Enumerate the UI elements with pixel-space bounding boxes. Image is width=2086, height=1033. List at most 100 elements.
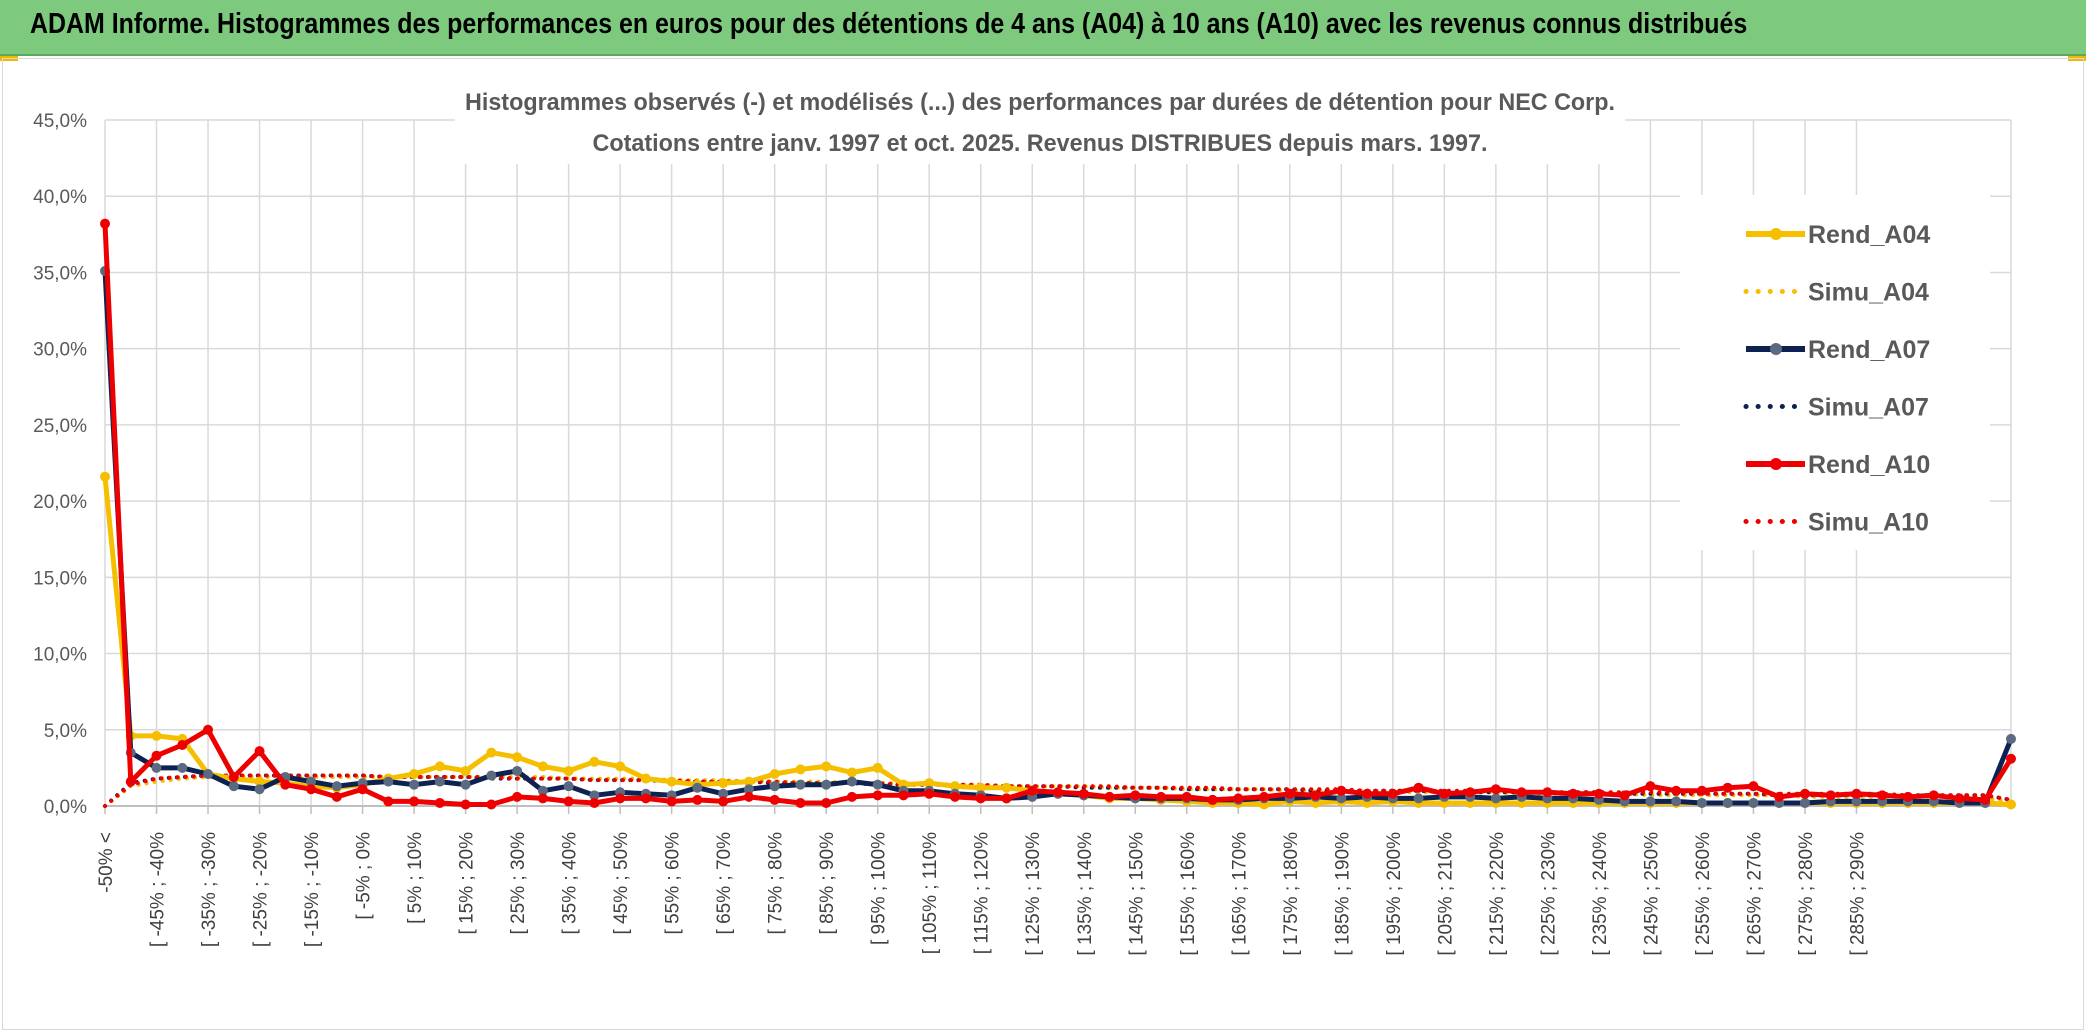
x-tick-label: [ 285% ; 290% (1847, 832, 1868, 956)
data-point (1078, 788, 1089, 799)
data-point (1207, 794, 1218, 805)
data-point (306, 784, 317, 795)
data-point (254, 746, 265, 757)
data-point (846, 767, 857, 778)
data-point (1877, 790, 1888, 801)
y-tick-label: 15,0% (33, 568, 87, 589)
data-point (1516, 787, 1527, 798)
data-point (589, 797, 600, 808)
x-tick-label: [ 5% ; 10% (405, 832, 426, 924)
x-tick-label: [ -15% ; -10% (302, 832, 323, 947)
data-point (151, 750, 162, 761)
data-point (512, 765, 523, 776)
y-tick-label: 5,0% (44, 721, 87, 742)
x-tick-label: [ 135% ; 140% (1075, 832, 1096, 956)
data-point (769, 768, 780, 779)
x-tick-label: [ 145% ; 150% (1126, 832, 1147, 956)
data-point (846, 791, 857, 802)
data-point (795, 779, 806, 790)
data-point (1542, 787, 1553, 798)
data-point (1799, 788, 1810, 799)
data-point (615, 761, 626, 772)
data-point (1568, 788, 1579, 799)
data-point (1671, 796, 1682, 807)
data-point (486, 799, 497, 810)
legend-label: Rend_A07 (1808, 336, 1930, 364)
y-tick-label: 10,0% (33, 645, 87, 666)
legend-marker-Rend_A04 (1770, 228, 1782, 240)
chart-frame (2, 58, 2084, 1030)
data-point (1001, 793, 1012, 804)
data-point (1748, 797, 1759, 808)
data-point (1619, 790, 1630, 801)
grid-lines (104, 119, 2012, 814)
data-point (254, 776, 265, 787)
data-point (1851, 796, 1862, 807)
data-point (1284, 788, 1295, 799)
data-point (769, 781, 780, 792)
data-point (666, 796, 677, 807)
data-point (486, 770, 497, 781)
data-point (795, 797, 806, 808)
data-point (1593, 788, 1604, 799)
data-point (1825, 790, 1836, 801)
data-point (743, 784, 754, 795)
header-banner: ADAM Informe. Histogrammes des performan… (0, 0, 2086, 56)
data-point (898, 790, 909, 801)
y-tick-label: 20,0% (33, 492, 87, 513)
data-point (434, 776, 445, 787)
data-point (1696, 785, 1707, 796)
data-point (1027, 785, 1038, 796)
data-point (1774, 791, 1785, 802)
x-tick-label: [ 115% ; 120% (972, 832, 993, 954)
data-point (1439, 788, 1450, 799)
data-point (1722, 797, 1733, 808)
data-point (1104, 791, 1115, 802)
data-point (821, 797, 832, 808)
data-point (1310, 790, 1321, 801)
data-point (1413, 782, 1424, 793)
data-point (795, 764, 806, 775)
data-point (409, 779, 420, 790)
y-tick-label: 25,0% (33, 416, 87, 437)
data-point (718, 788, 729, 799)
x-tick-label: [ 275% ; 280% (1796, 832, 1817, 956)
data-point (1336, 785, 1347, 796)
x-tick-label: [ 165% ; 170% (1229, 832, 1250, 956)
x-tick-label: [ 25% ; 30% (508, 832, 529, 935)
page-title: ADAM Informe. Histogrammes des performan… (30, 8, 1748, 40)
data-point (846, 776, 857, 787)
data-point (203, 724, 214, 735)
x-tick-label: [ 15% ; 20% (457, 832, 478, 935)
data-point (743, 791, 754, 802)
x-tick-label: [ 65% ; 70% (714, 832, 735, 935)
chart-subtitle: Cotations entre janv. 1997 et oct. 2025.… (593, 130, 1488, 157)
x-tick-label: [ -5% ; 0% (354, 832, 375, 920)
data-point (1001, 782, 1012, 793)
data-point (1233, 793, 1244, 804)
legend-label: Rend_A04 (1808, 221, 1930, 249)
data-point (769, 794, 780, 805)
data-point (1851, 788, 1862, 799)
data-point (666, 776, 677, 787)
data-point (331, 791, 342, 802)
data-point (718, 778, 729, 789)
x-tick-label: [ 175% ; 180% (1281, 832, 1302, 956)
data-point (1413, 793, 1424, 804)
series-layer (100, 218, 2016, 810)
data-point (177, 762, 188, 773)
x-tick-label: [ 125% ; 130% (1023, 832, 1044, 956)
legend-label: Simu_A10 (1808, 509, 1929, 537)
data-point (2006, 799, 2016, 810)
data-point (1490, 784, 1501, 795)
data-point (228, 781, 239, 792)
x-tick-label: [ 225% ; 230% (1538, 832, 1559, 956)
data-point (821, 779, 832, 790)
x-tick-label: [ 55% ; 60% (663, 832, 684, 935)
x-tick-label: -50% < (96, 832, 117, 893)
data-point (1954, 793, 1965, 804)
data-point (1928, 790, 1939, 801)
x-tick-label: [ 185% ; 190% (1332, 832, 1353, 956)
data-point (1362, 788, 1373, 799)
data-point (924, 788, 935, 799)
